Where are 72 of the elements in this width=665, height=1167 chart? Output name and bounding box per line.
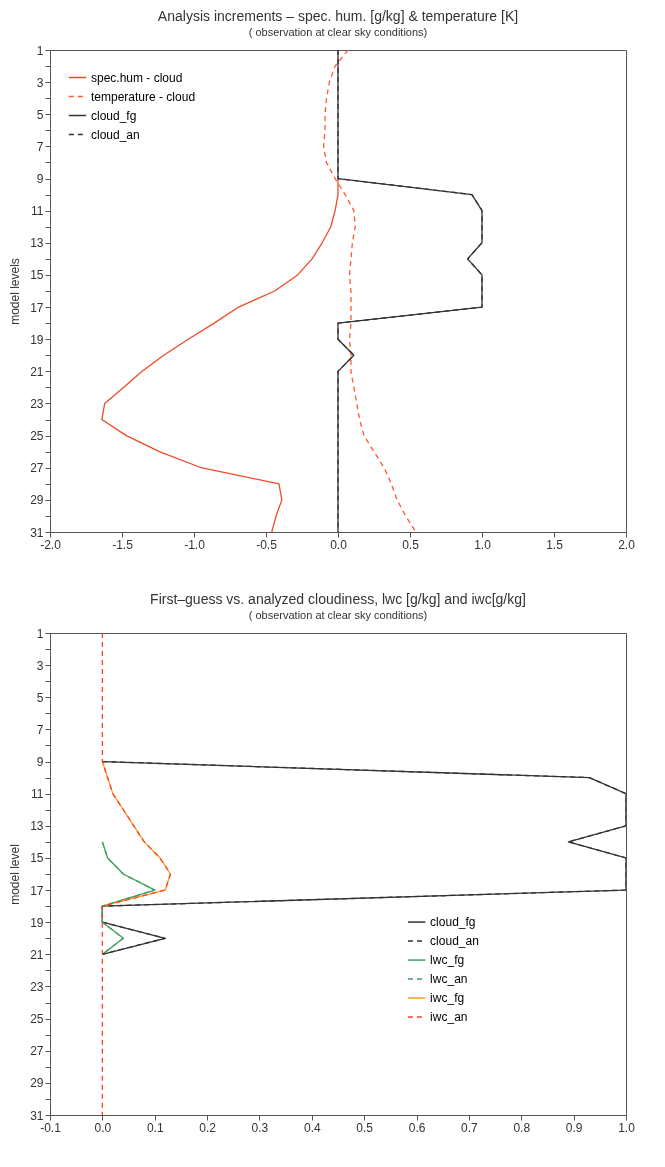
x-tick-label: 0.9 (565, 1120, 583, 1135)
chart-title: Analysis increments – spec. hum. [g/kg] & temperature [K] (157, 8, 519, 24)
y-tick-label: 1 (36, 626, 44, 641)
line-series (322, 50, 417, 532)
y-tick-label: 9 (36, 755, 44, 770)
x-tick-label: 1.5 (546, 537, 564, 552)
y-tick-label: 27 (30, 461, 44, 476)
y-axis-title: model level (8, 844, 23, 905)
y-tick-label: 3 (36, 75, 44, 90)
x-tick-label: -1.5 (112, 537, 134, 552)
x-tick-label: 0.3 (251, 1120, 269, 1135)
y-tick-label: 31 (30, 525, 44, 540)
y-tick-label: 15 (30, 851, 44, 866)
y-tick-label: 7 (36, 722, 44, 737)
chart-subtitle: ( observation at clear sky conditions) (248, 26, 428, 38)
y-tick-label: 5 (36, 107, 44, 122)
line-series (101, 177, 339, 532)
x-tick-label: -0.1 (40, 1120, 62, 1135)
x-tick-label: 0.8 (513, 1120, 531, 1135)
x-tick-label: -2.0 (40, 537, 62, 552)
y-axis-title: model levels (8, 258, 23, 325)
x-tick-label: -0.5 (256, 537, 278, 552)
legend-label: iwc_an (430, 1010, 468, 1025)
legend-label: lwc_fg (430, 953, 465, 968)
legend-label: cloud_fg (430, 915, 476, 930)
y-tick-label: 23 (30, 396, 44, 411)
y-tick-label: 13 (30, 236, 44, 251)
y-tick-label: 5 (36, 690, 44, 705)
x-tick-label: 0.1 (146, 1120, 164, 1135)
legend-label: temperature - cloud (91, 89, 196, 104)
x-tick-label: 0.0 (94, 1120, 112, 1135)
x-tick-label: 1.0 (474, 537, 492, 552)
y-tick-label: 21 (30, 947, 44, 962)
x-tick-label: 2.0 (618, 537, 636, 552)
legend-label: lwc_an (430, 972, 468, 987)
y-tick-label: 25 (30, 429, 44, 444)
y-tick-label: 11 (31, 787, 44, 802)
legend-label: cloud_an (91, 127, 140, 142)
y-tick-label: 29 (30, 1076, 44, 1091)
legend-label: cloud_fg (91, 108, 137, 123)
y-tick-label: 9 (36, 172, 44, 187)
y-tick-label: 3 (36, 658, 44, 673)
y-tick-label: 21 (30, 364, 44, 379)
y-tick-label: 23 (30, 979, 44, 994)
legend-label: spec.hum - cloud (91, 70, 183, 85)
legend-label: cloud_an (430, 934, 479, 949)
y-tick-label: 17 (30, 883, 44, 898)
y-tick-label: 31 (30, 1108, 44, 1123)
x-tick-label: 0.6 (408, 1120, 426, 1135)
chart-subtitle: ( observation at clear sky conditions) (248, 609, 428, 621)
chart-title: First–guess vs. analyzed cloudiness, lwc [g/kg] and iwc[g/kg] (150, 591, 526, 607)
y-tick-label: 13 (30, 819, 44, 834)
x-tick-label: 1.0 (618, 1120, 636, 1135)
y-tick-label: 19 (30, 915, 44, 930)
y-tick-label: 15 (30, 268, 44, 283)
x-tick-label: 0.4 (303, 1120, 321, 1135)
y-tick-label: 17 (30, 300, 44, 315)
x-tick-label: -1.0 (184, 537, 206, 552)
line-series (101, 633, 172, 1115)
y-tick-label: 25 (30, 1012, 44, 1027)
y-tick-label: 7 (36, 139, 44, 154)
x-tick-label: 0.7 (461, 1120, 479, 1135)
x-tick-label: 0.0 (330, 537, 348, 552)
x-tick-label: 0.2 (199, 1120, 217, 1135)
y-tick-label: 29 (30, 493, 44, 508)
legend-label: iwc_fg (430, 991, 465, 1006)
y-tick-label: 19 (30, 332, 44, 347)
x-tick-label: 0.5 (356, 1120, 374, 1135)
x-tick-label: 0.5 (402, 537, 420, 552)
y-tick-label: 27 (30, 1044, 44, 1059)
y-tick-label: 11 (31, 204, 44, 219)
y-tick-label: 1 (36, 43, 44, 58)
